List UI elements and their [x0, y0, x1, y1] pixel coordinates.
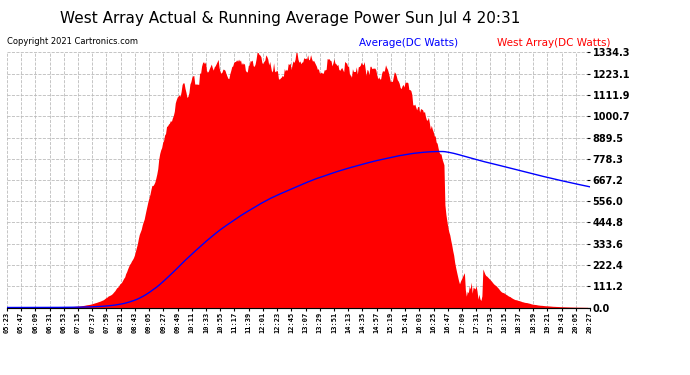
- Text: Average(DC Watts): Average(DC Watts): [359, 38, 458, 48]
- Text: Copyright 2021 Cartronics.com: Copyright 2021 Cartronics.com: [7, 38, 138, 46]
- Text: West Array Actual & Running Average Power Sun Jul 4 20:31: West Array Actual & Running Average Powe…: [59, 11, 520, 26]
- Text: West Array(DC Watts): West Array(DC Watts): [497, 38, 610, 48]
